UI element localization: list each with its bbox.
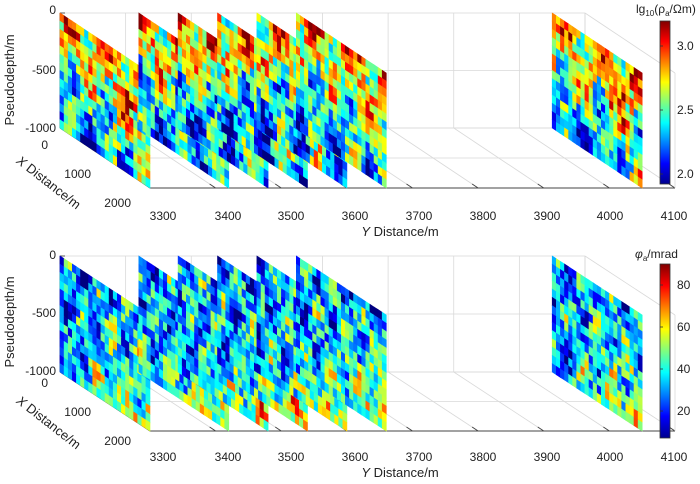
y-tick-label: 3300 bbox=[150, 209, 177, 223]
y-tick bbox=[668, 183, 676, 189]
y-tick-label: 3700 bbox=[406, 209, 433, 223]
y-tick bbox=[471, 426, 479, 432]
colorbar-label: φa/mrad bbox=[635, 247, 678, 263]
profile-slices bbox=[59, 12, 643, 189]
y-tick-label: 4000 bbox=[597, 209, 624, 223]
y-tick-labels: 3300 3400 3500 3600 3700 3800 3900 4000 … bbox=[150, 450, 688, 464]
z-tick-labels: 0 -500 -1000 bbox=[25, 3, 56, 135]
colorbar-gradient bbox=[659, 263, 671, 439]
y-tick-label: 3400 bbox=[215, 450, 242, 464]
slice-cell bbox=[303, 176, 308, 189]
y-tick bbox=[209, 426, 216, 432]
resistivity-panel: 0 -500 -1000 Pseudodepth/m 0 1000 2000 X… bbox=[2, 2, 696, 239]
y-tick bbox=[406, 426, 413, 432]
y-tick bbox=[603, 183, 610, 189]
colorbar-tick-label: 2.0 bbox=[677, 167, 694, 181]
y-tick bbox=[537, 183, 544, 189]
z-tick-label: -1000 bbox=[25, 121, 56, 135]
y-tick-label: 3500 bbox=[278, 450, 305, 464]
y-tick bbox=[209, 183, 216, 189]
profile-slice bbox=[551, 255, 643, 432]
y-tick bbox=[275, 183, 282, 189]
colorbar-label: lg10(ρa/Ωm) bbox=[636, 2, 696, 18]
z-tick-label: 0 bbox=[49, 248, 56, 262]
y-tick bbox=[406, 183, 413, 189]
y-axis-label: Y Distance/m bbox=[361, 224, 438, 239]
x-tick-label: 0 bbox=[41, 376, 48, 390]
colorbar-tick-label: 40 bbox=[677, 362, 691, 376]
y-tick-label: 3600 bbox=[342, 209, 369, 223]
z-tick-label: -500 bbox=[32, 306, 56, 320]
colorbar-tick-label: 60 bbox=[677, 320, 691, 334]
colorbar-tick-label: 3.0 bbox=[677, 39, 694, 53]
x-tick-label: 1000 bbox=[64, 405, 91, 419]
y-tick-label: 4000 bbox=[597, 450, 624, 464]
y-tick-label: 4100 bbox=[661, 209, 688, 223]
y-tick-label: 3800 bbox=[470, 209, 497, 223]
y-tick-label: 3700 bbox=[406, 450, 433, 464]
profile-slice bbox=[551, 12, 643, 189]
colorbar: 3.0 2.5 2.0 lg10(ρa/Ωm) bbox=[636, 2, 696, 185]
z-axis-label: Pseudodepth/m bbox=[2, 34, 17, 125]
x-tick-label: 0 bbox=[41, 138, 48, 152]
y-tick-label: 3600 bbox=[342, 450, 369, 464]
y-axis-label: Y Distance/m bbox=[361, 465, 438, 480]
slice-cell bbox=[224, 176, 230, 189]
z-tick-label: -500 bbox=[32, 63, 56, 77]
y-tick-label: 4100 bbox=[661, 450, 688, 464]
slice-cell bbox=[263, 176, 269, 189]
slice-cell bbox=[145, 176, 151, 189]
colorbar-tick-label: 2.5 bbox=[677, 103, 694, 117]
y-tick bbox=[275, 426, 282, 432]
profile-slices bbox=[59, 255, 643, 432]
x-axis-label: X Distance/m bbox=[13, 392, 84, 452]
y-tick bbox=[537, 426, 544, 432]
y-tick bbox=[603, 426, 610, 432]
y-tick-label: 3800 bbox=[470, 450, 497, 464]
phase-panel: 0 -500 -1000 Pseudodepth/m 0 1000 2000 X… bbox=[2, 247, 691, 480]
y-tick-label: 3900 bbox=[534, 209, 561, 223]
y-tick-label: 3900 bbox=[534, 450, 561, 464]
x-tick-label: 2000 bbox=[104, 434, 131, 448]
z-tick-label: 0 bbox=[49, 3, 56, 17]
colorbar-tick-label: 80 bbox=[677, 278, 691, 292]
x-axis-label: X Distance/m bbox=[13, 152, 84, 212]
profile-slice bbox=[59, 12, 151, 189]
z-axis-label: Pseudodepth/m bbox=[2, 276, 17, 367]
y-tick-labels: 3300 3400 3500 3600 3700 3800 3900 4000 … bbox=[150, 209, 688, 223]
colorbar-gradient bbox=[659, 20, 671, 185]
colorbar: 80 60 40 20 φa/mrad bbox=[635, 247, 691, 439]
x-tick-label: 2000 bbox=[104, 196, 131, 210]
x-tick-label: 1000 bbox=[64, 167, 91, 181]
y-tick-label: 3300 bbox=[150, 450, 177, 464]
z-tick-labels: 0 -500 -1000 bbox=[25, 248, 56, 378]
y-tick bbox=[471, 183, 479, 189]
y-tick-label: 3400 bbox=[215, 209, 242, 223]
colorbar-tick-label: 20 bbox=[677, 404, 691, 418]
y-tick-label: 3500 bbox=[278, 209, 305, 223]
